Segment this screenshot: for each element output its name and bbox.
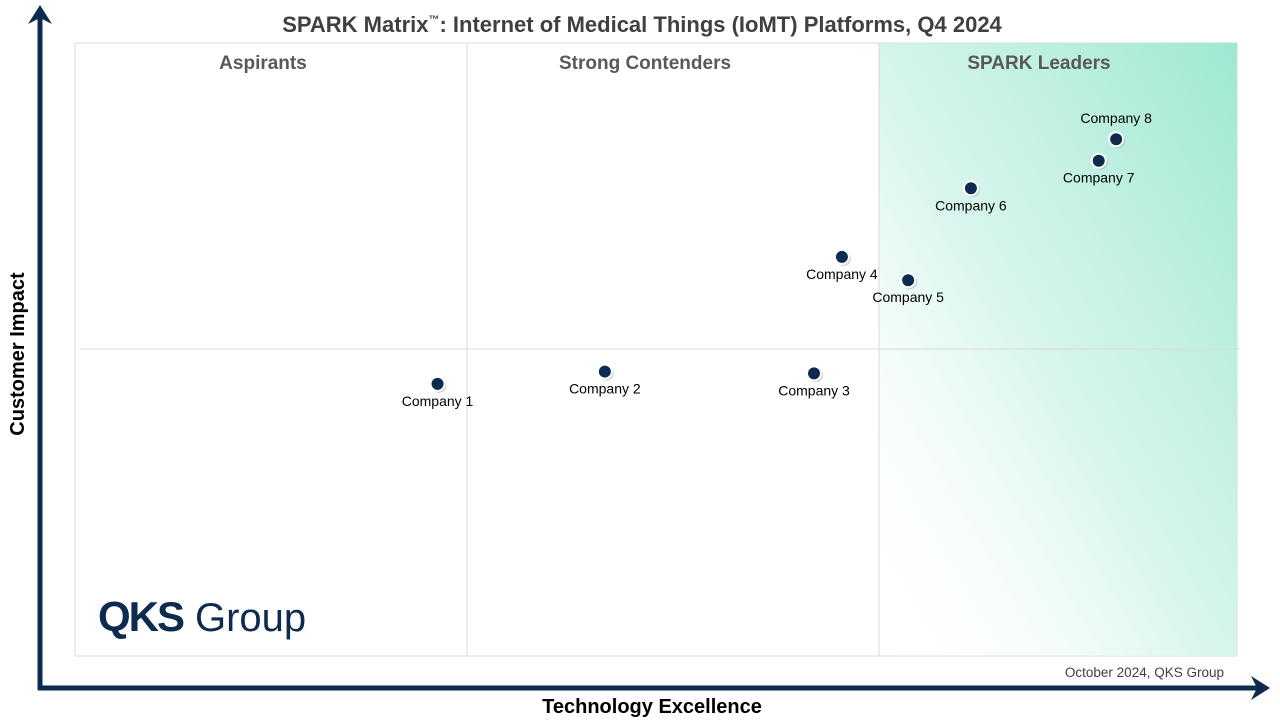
chart-title: SPARK Matrix™: Internet of Medical Thing… [282,12,1002,37]
data-label-company-1: Company 1 [402,393,474,409]
data-label-company-4: Company 4 [806,266,878,282]
data-point-company-1 [429,375,446,392]
quadrant-label-strong-contenders: Strong Contenders [559,53,731,74]
data-points: Company 1 Company 2 Company 3 Company 4 Comp… [402,110,1152,409]
data-label-company-2: Company 2 [569,381,641,397]
chart-title-main: SPARK Matrix [282,12,429,37]
data-point-company-7 [1090,152,1107,169]
logo-brand: QKS [98,593,184,640]
y-axis-arrowhead [28,5,52,24]
qks-group-logo: QKS Group [98,593,306,640]
chart-title-tm: ™ [428,14,439,26]
footer-note: October 2024, QKS Group [1065,665,1224,680]
data-point-company-6 [962,180,979,197]
data-label-company-5: Company 5 [872,289,944,305]
data-label-company-8: Company 8 [1080,110,1152,126]
data-point-company-4 [833,248,850,265]
data-label-company-7: Company 7 [1063,170,1135,186]
x-axis-label: Technology Excellence [542,696,762,718]
data-point-company-3 [806,365,823,382]
data-point-company-5 [900,272,917,289]
y-axis-label: Customer Impact [7,272,29,436]
logo-suffix: Group [195,596,306,640]
quadrant-label-spark-leaders: SPARK Leaders [967,53,1110,74]
quadrant-label-aspirants: Aspirants [219,53,307,74]
x-axis-arrowhead [1251,676,1270,700]
data-point-company-8 [1108,131,1125,148]
data-label-company-6: Company 6 [935,197,1007,213]
chart-title-rest: : Internet of Medical Things (IoMT) Plat… [439,12,1002,37]
data-label-company-3: Company 3 [778,382,850,398]
data-point-company-2 [596,363,613,380]
